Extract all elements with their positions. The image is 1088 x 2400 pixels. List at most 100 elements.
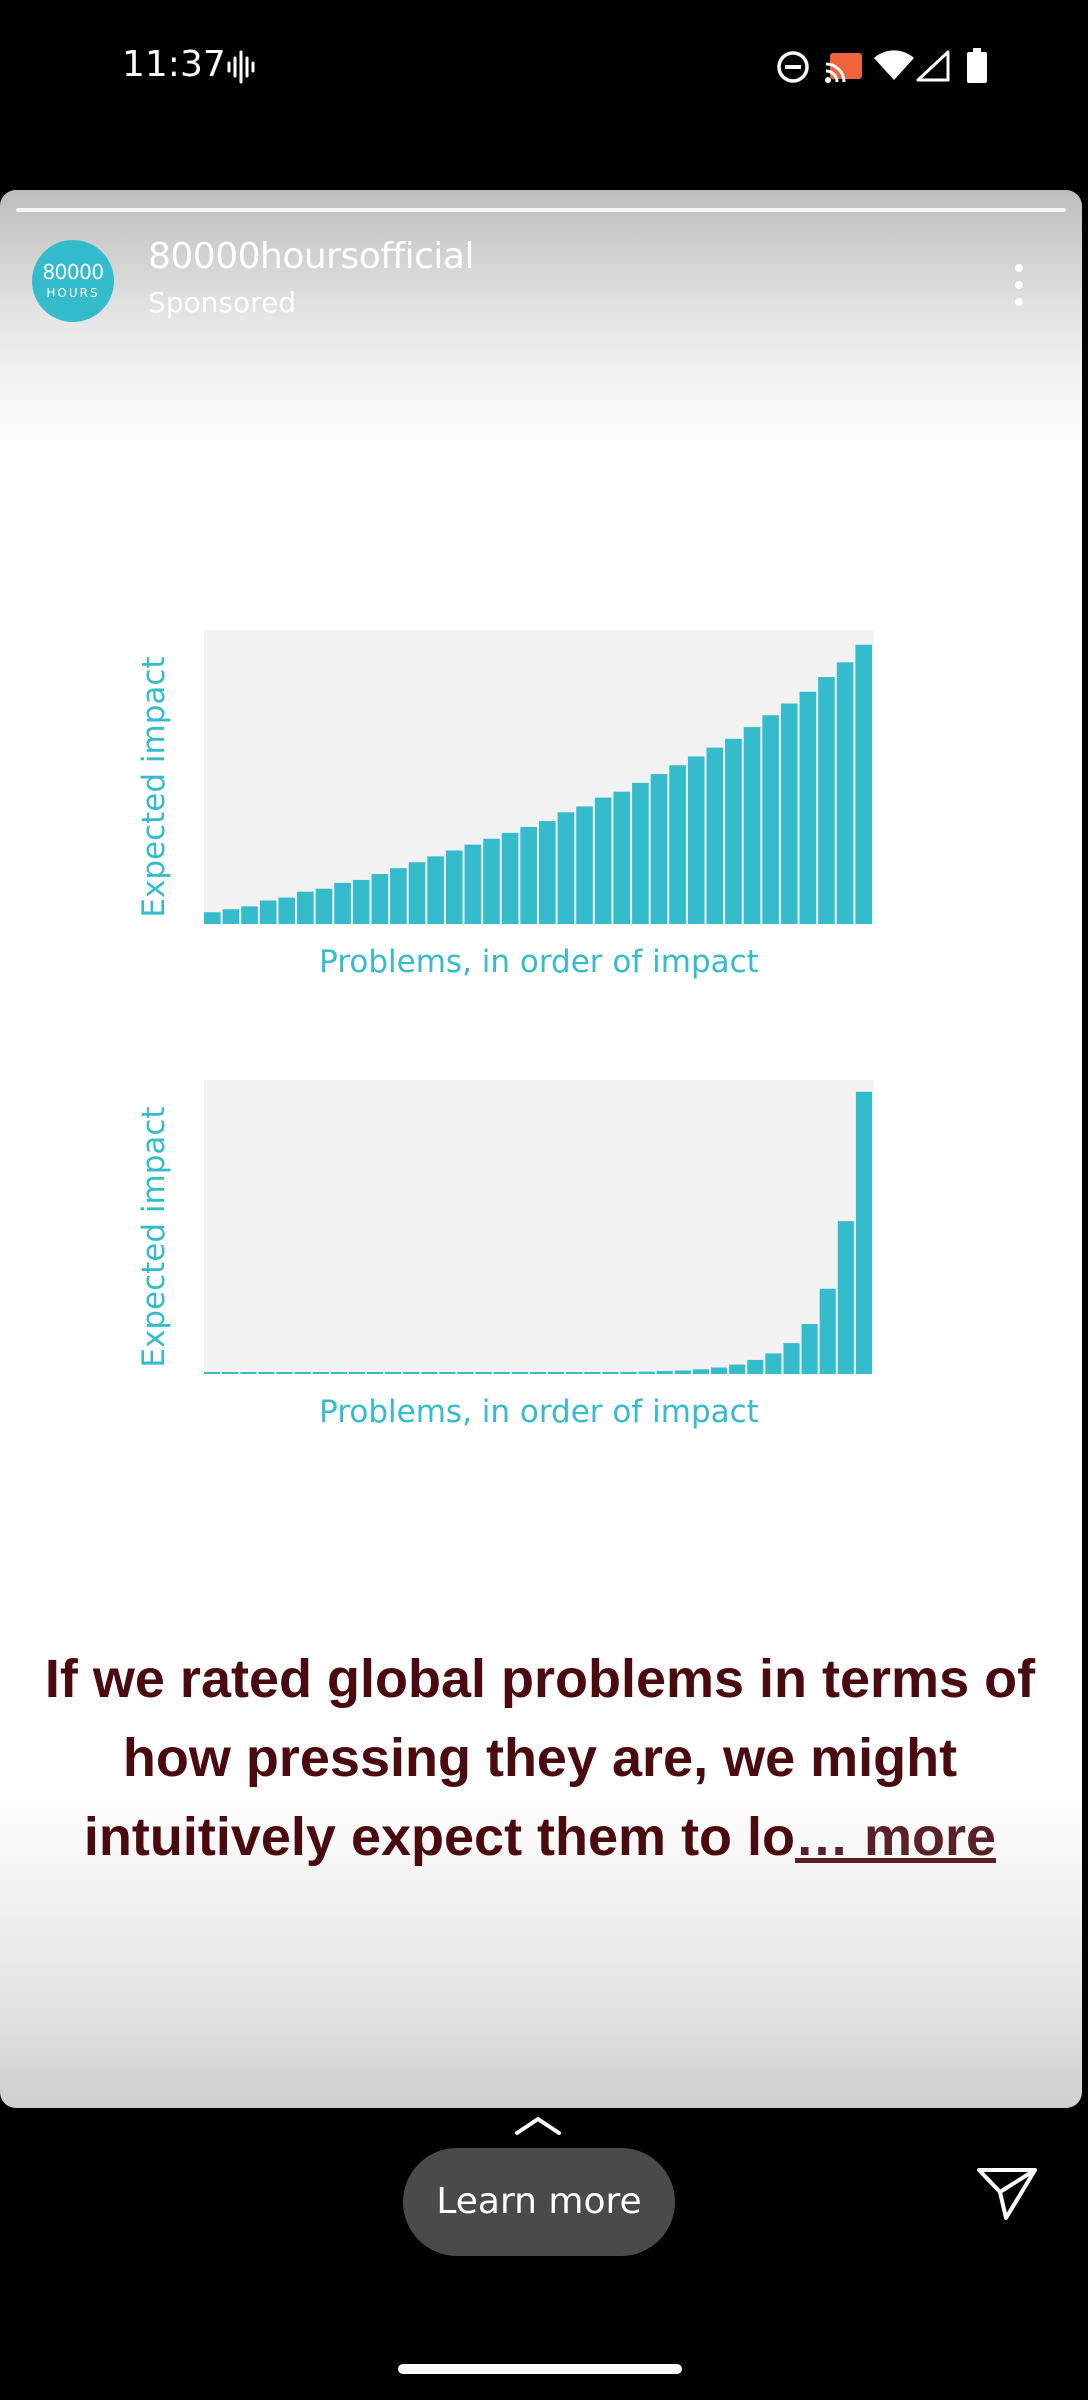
more-options-icon[interactable] xyxy=(1004,260,1034,310)
status-bar: 11:37 xyxy=(0,0,1088,130)
chart-bar xyxy=(334,882,351,924)
chart-bar xyxy=(687,756,705,924)
chart-bar xyxy=(445,850,463,924)
chart-bar xyxy=(315,888,333,924)
plot-area xyxy=(204,1080,874,1374)
chart-svg: Problems, in order of impact Expected imp… xyxy=(136,630,874,980)
chart-bar xyxy=(348,1372,365,1374)
chart-bar xyxy=(390,868,407,924)
chart-bar xyxy=(222,1372,239,1374)
chart-bar xyxy=(783,1343,800,1374)
send-icon[interactable] xyxy=(976,2166,1038,2222)
avatar-text-line1: 80000 xyxy=(42,260,104,284)
caption-more-link[interactable]: … more xyxy=(795,1807,997,1867)
chart-bar xyxy=(204,1372,221,1374)
chart-bar xyxy=(222,909,240,924)
battery-icon xyxy=(967,48,987,83)
chart-bar xyxy=(204,912,221,924)
y-axis-label: Expected impact xyxy=(136,1106,172,1367)
chart-bar xyxy=(638,1371,655,1374)
chart-bar xyxy=(475,1372,492,1374)
learn-more-button[interactable]: Learn more xyxy=(403,2148,675,2256)
chart-bar xyxy=(439,1372,456,1374)
chart-bar xyxy=(278,897,296,924)
chart-bar xyxy=(692,1369,710,1374)
chart-bar xyxy=(352,879,370,924)
cast-icon xyxy=(825,53,862,83)
chart-bar xyxy=(725,738,742,924)
chart-bar xyxy=(493,1372,510,1374)
chart-bar xyxy=(620,1371,637,1374)
chart-bar xyxy=(557,812,575,924)
chart-bar xyxy=(330,1372,347,1374)
chart-bar xyxy=(743,727,761,924)
chart-bar xyxy=(819,1288,836,1374)
chart-bar xyxy=(632,782,649,924)
account-avatar[interactable]: 80000 HOURS xyxy=(32,240,114,322)
chart-bar xyxy=(421,1372,438,1374)
do-not-disturb-icon xyxy=(777,51,809,83)
chart-bar xyxy=(385,1372,402,1374)
x-axis-label: Problems, in order of impact xyxy=(319,944,759,980)
caption-text: If we rated global problems in terms of … xyxy=(44,1649,1036,1867)
chart-bar xyxy=(312,1372,329,1374)
chart-bar xyxy=(762,715,779,924)
chart-bar xyxy=(855,644,872,924)
chart-bar xyxy=(656,1371,673,1374)
chart-bar xyxy=(837,1221,854,1374)
chart-bar xyxy=(501,832,519,924)
chart-bar xyxy=(457,1372,474,1374)
chart-bar xyxy=(602,1372,619,1374)
chart-bar xyxy=(483,838,500,924)
story-caption: If we rated global problems in terms of … xyxy=(40,1640,1040,1877)
chart-bar xyxy=(584,1372,601,1374)
chart-bar xyxy=(566,1372,583,1374)
chart-bar xyxy=(294,1372,311,1374)
cell-signal-icon xyxy=(916,50,950,82)
chart-bar xyxy=(548,1372,565,1374)
x-axis-label: Problems, in order of impact xyxy=(319,1394,759,1430)
chart-bar xyxy=(818,677,835,924)
chart-bar xyxy=(674,1370,691,1374)
swipe-up-chevron-icon[interactable] xyxy=(514,2114,562,2136)
chart-bar xyxy=(464,844,482,924)
avatar-text-line2: HOURS xyxy=(46,286,100,300)
status-time: 11:37 xyxy=(122,44,226,85)
chart-bar xyxy=(240,1372,257,1374)
impact-chart-linear: Problems, in order of impact Expected imp… xyxy=(130,630,900,990)
chart-bar xyxy=(836,662,854,924)
chart-bar xyxy=(408,862,426,924)
chart-bar xyxy=(765,1353,782,1374)
chart-bar xyxy=(747,1359,764,1374)
chart-bar xyxy=(371,874,389,924)
chart-bar xyxy=(613,791,631,924)
story-card[interactable]: 80000 HOURS 80000hoursofficial Sponsored… xyxy=(0,190,1082,2108)
chart-bar xyxy=(711,1367,728,1374)
account-username[interactable]: 80000hoursofficial xyxy=(148,236,474,277)
chart-bar xyxy=(258,1372,275,1374)
story-progress-bar xyxy=(16,208,1066,212)
chart-bar xyxy=(539,821,556,924)
chart-bar xyxy=(241,906,258,924)
chart-bar xyxy=(276,1372,293,1374)
chart-bar xyxy=(855,1091,872,1374)
chart-bar xyxy=(706,747,724,924)
home-indicator[interactable] xyxy=(398,2364,682,2374)
chart-bar xyxy=(511,1372,528,1374)
chart-bar xyxy=(729,1364,746,1374)
y-axis-label: Expected impact xyxy=(136,656,172,917)
chart-bar xyxy=(529,1372,547,1374)
chart-bar xyxy=(801,1324,818,1374)
chart-bar xyxy=(366,1372,384,1374)
chart-svg: Problems, in order of impact Expected imp… xyxy=(136,1080,874,1430)
sponsored-label: Sponsored xyxy=(148,286,297,319)
wifi-icon xyxy=(874,50,914,80)
chart-bar xyxy=(780,703,798,924)
sound-waves-icon xyxy=(227,50,255,84)
chart-bar xyxy=(297,891,314,924)
chart-bar xyxy=(594,797,612,924)
chart-bar xyxy=(520,826,537,924)
chart-bar xyxy=(403,1372,420,1374)
chart-bar xyxy=(259,900,277,924)
chart-bar xyxy=(576,806,593,924)
